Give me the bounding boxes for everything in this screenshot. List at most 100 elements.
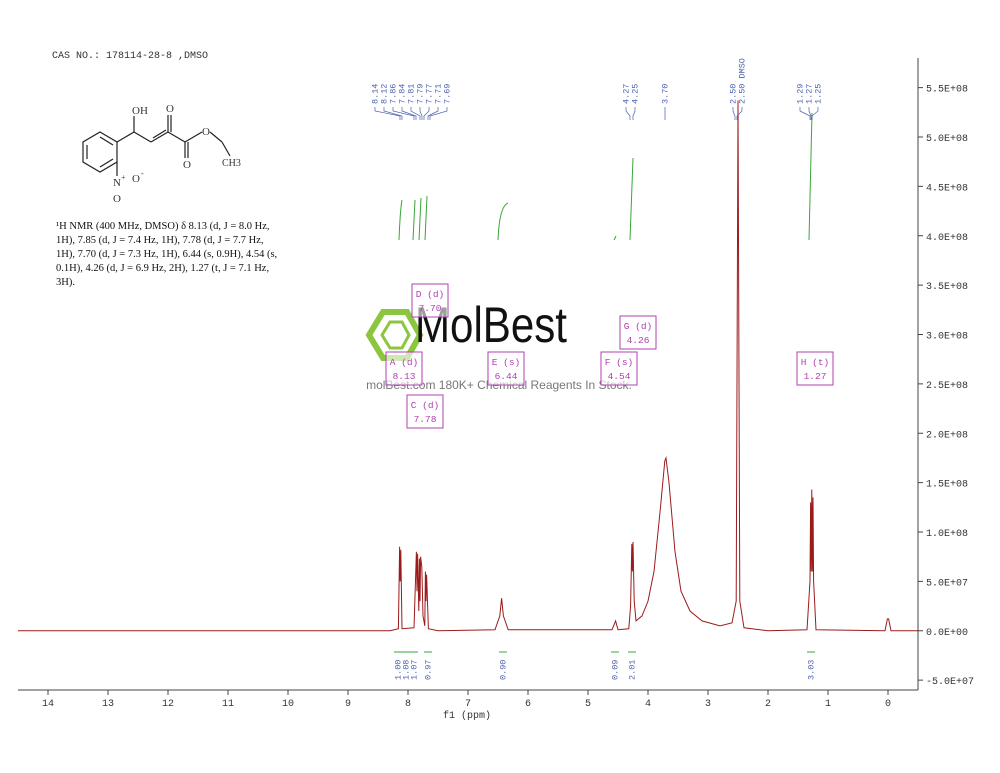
x-tick-label: 4 — [645, 699, 651, 710]
multiplet-shift: 8.13 — [393, 371, 416, 382]
x-tick-label: 13 — [102, 699, 114, 710]
y-tick-label: 4.0E+08 — [926, 233, 968, 244]
peak-connector — [374, 107, 401, 120]
nmr-description: 1H), 7.85 (d, J = 7.4 Hz, 1H), 7.78 (d, … — [56, 235, 264, 246]
structure-label: - — [141, 169, 144, 178]
peak-label: 4.25 — [630, 84, 640, 104]
multiplet-name: A (d) — [390, 357, 419, 368]
structure-label: O — [183, 159, 191, 171]
y-tick-label: 4.5E+08 — [926, 183, 968, 194]
peak-connector — [732, 107, 736, 120]
multiplet-box — [487, 351, 525, 386]
structure-label: O — [202, 126, 210, 138]
x-tick-label: 0 — [885, 699, 891, 710]
x-tick-label: 1 — [825, 699, 831, 710]
integral-label: 1.00 — [393, 660, 403, 680]
structure-label: + — [121, 173, 126, 182]
peak-connector — [736, 107, 743, 120]
peak-connector — [632, 107, 636, 120]
peak-label: 1.27 — [804, 84, 814, 104]
peak-label: 2.50 DMSO — [737, 58, 747, 104]
structure-label: O — [113, 193, 121, 205]
multiplet-box — [600, 351, 638, 386]
x-tick-label: 5 — [585, 699, 591, 710]
logo-hexagon — [380, 320, 411, 350]
multiplet-name: C (d) — [411, 400, 440, 411]
x-tick-label: 3 — [705, 699, 711, 710]
y-tick-label: 2.0E+08 — [926, 430, 968, 441]
peak-connector — [427, 107, 439, 120]
multiplet-shift: 4.26 — [627, 335, 650, 346]
y-tick-label: 2.5E+08 — [926, 381, 968, 392]
multiplet-box — [796, 351, 834, 386]
y-tick-label: 5.0E+07 — [926, 578, 968, 589]
multiplet-shift: 6.44 — [495, 371, 518, 382]
multiplet-box — [619, 315, 657, 350]
logo-hexagon — [365, 309, 424, 361]
y-tick-label: -5.0E+07 — [926, 677, 974, 688]
x-tick-label: 8 — [405, 699, 411, 710]
peak-label: 7.77 — [424, 84, 434, 104]
peak-connector — [410, 107, 421, 120]
peak-label: 1.29 — [795, 84, 805, 104]
integral-label: 0.90 — [498, 660, 508, 680]
multiplet-shift: 7.78 — [414, 414, 437, 425]
x-tick-label: 14 — [42, 699, 54, 710]
structure-label: O — [132, 173, 140, 185]
peak-label: 7.86 — [388, 84, 398, 104]
peak-label: 7.71 — [433, 84, 443, 104]
x-tick-label: 7 — [465, 699, 471, 710]
y-tick-label: 5.0E+08 — [926, 134, 968, 145]
integral-label: 0.97 — [423, 660, 433, 680]
peak-connector — [811, 107, 819, 120]
y-tick-label: 1.5E+08 — [926, 480, 968, 491]
y-tick-label: 3.0E+08 — [926, 332, 968, 343]
integral-label: 1.08 — [401, 660, 411, 680]
multiplet-name: F (s) — [605, 357, 634, 368]
peak-label: 8.14 — [370, 84, 380, 104]
x-tick-label: 10 — [282, 699, 294, 710]
structure — [82, 115, 231, 176]
peak-connector — [799, 107, 811, 120]
nmr-description: ¹H NMR (400 MHz, DMSO) δ 8.13 (d, J = 8.… — [56, 221, 270, 232]
peak-connector — [423, 107, 430, 120]
multiplet-shift: 1.27 — [804, 371, 827, 382]
multiplet-name: H (t) — [801, 357, 830, 368]
peak-connector — [429, 107, 448, 120]
x-tick-label: 12 — [162, 699, 174, 710]
structure-label: CH3 — [222, 158, 241, 169]
structure-label: O — [166, 103, 174, 115]
nmr-description: 3H). — [56, 277, 75, 288]
multiplet-name: E (s) — [492, 357, 521, 368]
structure-label: N — [113, 177, 121, 189]
integral-label: 1.07 — [409, 660, 419, 680]
x-tick-label: 11 — [222, 699, 234, 710]
y-tick-label: 3.5E+08 — [926, 282, 968, 293]
peak-label: 1.25 — [813, 84, 823, 104]
peak-connector — [392, 107, 415, 120]
peak-label: 7.81 — [406, 84, 416, 104]
integral-label: 2.01 — [627, 660, 637, 680]
y-tick-label: 0.0E+00 — [926, 628, 968, 639]
multiplet-box — [411, 283, 449, 318]
peak-connector — [383, 107, 403, 120]
multiplet-shift: 4.54 — [608, 371, 631, 382]
peak-label: 2.50 — [728, 84, 738, 104]
integral-curves — [398, 112, 813, 241]
peak-label: 4.27 — [621, 84, 631, 104]
y-tick-label: 1.0E+08 — [926, 529, 968, 540]
multiplet-name: D (d) — [416, 289, 445, 300]
x-axis-label: f1 (ppm) — [443, 710, 491, 722]
peak-connector — [401, 107, 417, 120]
peak-connector — [625, 107, 631, 120]
multiplet-name: G (d) — [624, 321, 653, 332]
peak-label: 3.70 — [660, 84, 670, 104]
multiplet-shift: 7.70 — [419, 303, 442, 314]
peak-label: 8.12 — [379, 84, 389, 104]
integral-label: 0.09 — [610, 660, 620, 680]
peak-label: 7.69 — [442, 84, 452, 104]
peak-connector — [808, 107, 812, 120]
x-tick-label: 2 — [765, 699, 771, 710]
peak-label: 7.79 — [415, 84, 425, 104]
